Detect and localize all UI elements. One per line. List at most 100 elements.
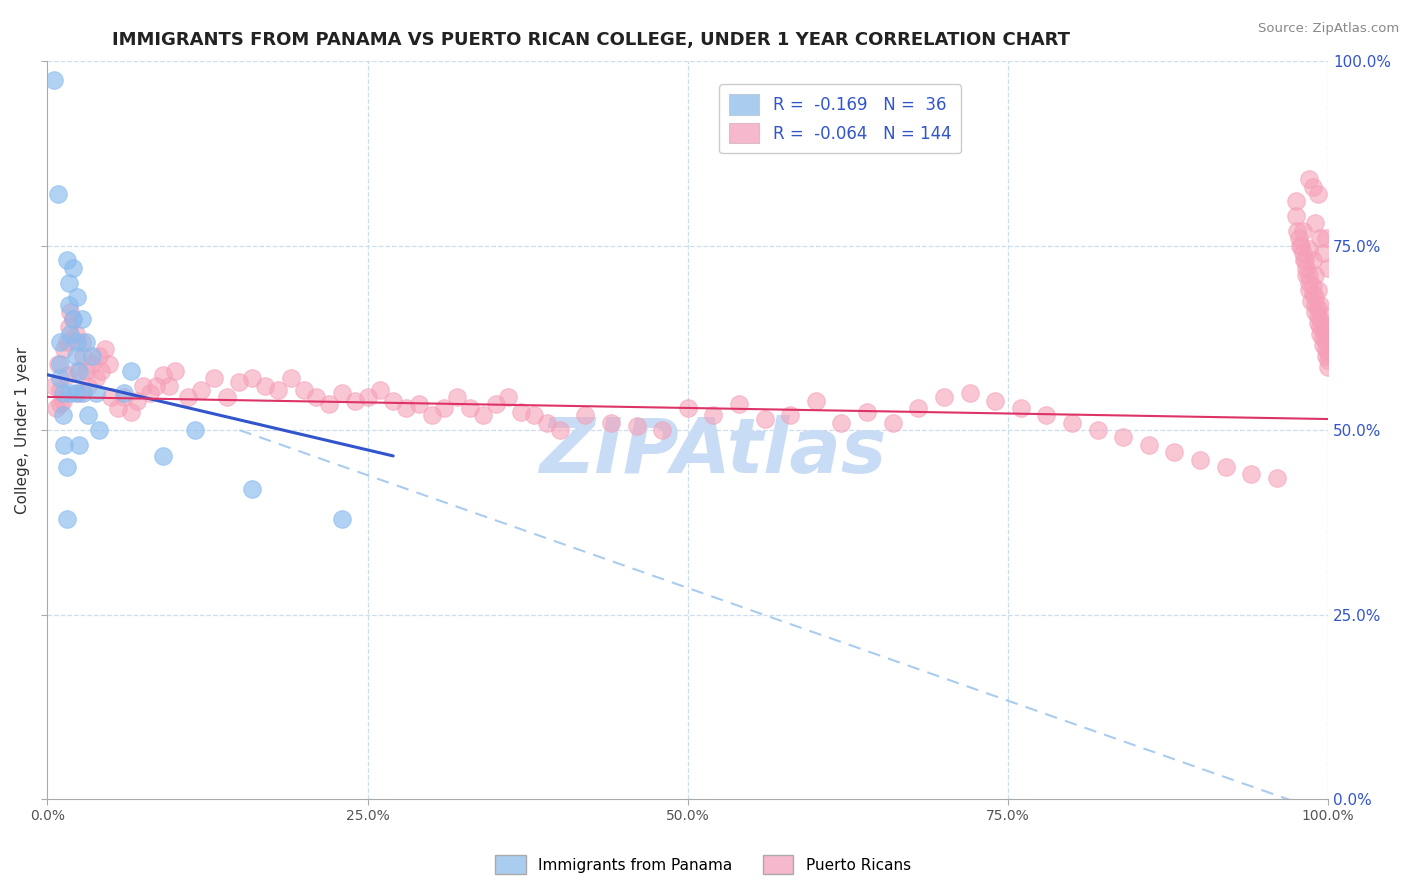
Point (145, 379, 167, 393)
Point (55, 334, 77, 349)
Point (62, 260, 84, 275)
Point (46, 357, 69, 371)
Point (1305, 298, 1327, 312)
Point (1291, 246, 1313, 260)
Point (458, 401, 481, 415)
Point (433, 401, 456, 415)
Point (651, 423, 673, 437)
Legend: R =  -0.169   N =  36, R =  -0.064   N = 144: R = -0.169 N = 36, R = -0.064 N = 144 (720, 84, 962, 153)
Point (1306, 301, 1329, 316)
Point (395, 401, 418, 415)
Point (66, 364, 89, 378)
Point (1315, 319, 1337, 334)
Point (1312, 309, 1334, 323)
Point (1309, 231, 1331, 245)
Point (1060, 416, 1083, 430)
Point (75, 334, 97, 349)
Point (599, 416, 621, 430)
Point (67, 386, 90, 401)
Point (1312, 331, 1334, 345)
Point (66, 334, 89, 349)
Point (62, 312, 84, 326)
Point (1265, 471, 1288, 485)
Point (959, 386, 981, 401)
Point (1295, 260, 1317, 275)
Point (52, 386, 75, 401)
Point (267, 383, 290, 397)
Point (55, 511, 77, 525)
Point (676, 401, 699, 415)
Point (1294, 253, 1316, 268)
Point (382, 393, 405, 408)
Point (55, 460, 77, 475)
Point (330, 511, 353, 525)
Point (779, 409, 801, 423)
Point (408, 397, 430, 411)
Point (1240, 467, 1263, 482)
Point (1302, 279, 1324, 293)
Point (75, 364, 97, 378)
Point (120, 364, 142, 378)
Point (1112, 430, 1135, 444)
Point (112, 386, 135, 401)
Point (228, 375, 250, 389)
Point (1306, 283, 1329, 297)
Point (67, 364, 90, 378)
Point (82, 349, 104, 363)
Point (65, 386, 87, 401)
Point (1302, 179, 1324, 194)
Point (536, 416, 558, 430)
Point (984, 393, 1007, 408)
Point (882, 416, 904, 430)
Point (1302, 253, 1324, 268)
Point (305, 390, 328, 404)
Point (254, 379, 277, 393)
Point (1291, 224, 1313, 238)
Point (42, 379, 65, 393)
Point (183, 423, 205, 437)
Point (97, 357, 120, 371)
Point (72, 349, 94, 363)
Point (1286, 224, 1309, 238)
Point (1298, 268, 1320, 282)
Point (1292, 253, 1315, 268)
Point (240, 371, 263, 385)
Point (62, 312, 84, 326)
Point (471, 409, 494, 423)
Point (702, 409, 724, 423)
Point (70, 312, 93, 326)
Point (55, 253, 77, 268)
Point (90, 364, 112, 378)
Point (152, 368, 174, 382)
Point (53, 342, 76, 356)
Point (804, 393, 827, 408)
Point (58, 276, 80, 290)
Point (58, 298, 80, 312)
Point (107, 401, 129, 415)
Point (574, 409, 596, 423)
Point (1035, 409, 1057, 423)
Point (1087, 423, 1109, 437)
Point (87, 349, 110, 363)
Point (356, 390, 378, 404)
Point (1317, 260, 1340, 275)
Point (1315, 342, 1337, 356)
Point (49, 334, 72, 349)
Point (65, 327, 87, 342)
Point (132, 379, 155, 393)
Point (1215, 460, 1237, 475)
Point (1289, 238, 1312, 252)
Point (1305, 290, 1327, 304)
Point (1163, 445, 1185, 459)
Point (1312, 246, 1334, 260)
Point (66, 290, 89, 304)
Point (53, 438, 76, 452)
Point (830, 416, 852, 430)
Point (754, 412, 776, 426)
Point (67, 438, 90, 452)
Point (1189, 452, 1212, 467)
Point (280, 371, 302, 385)
Point (1312, 338, 1334, 352)
Point (55, 368, 77, 382)
Point (907, 401, 929, 415)
